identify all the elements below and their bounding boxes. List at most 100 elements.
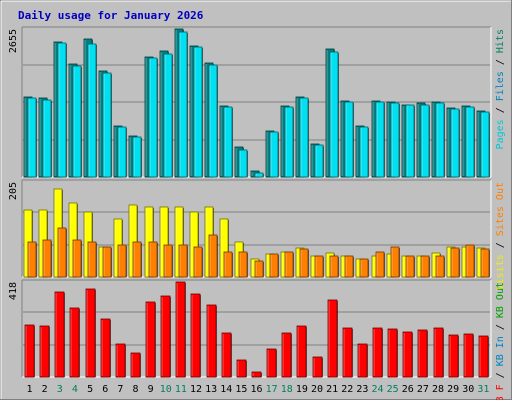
bar-pages-day-13 — [208, 64, 218, 178]
bar-kb-f-day-20 — [312, 356, 323, 378]
bar-sites-day-3 — [57, 227, 67, 278]
panel-1: 2655 Pages / Files / Hits — [8, 26, 506, 178]
x-tick-label: 18 — [281, 384, 293, 395]
x-tick-label: 29 — [447, 384, 459, 395]
bar-sites-day-28 — [435, 255, 445, 278]
bar-sites-day-19 — [299, 248, 309, 278]
bar-sites-day-13 — [208, 234, 218, 278]
bar-kb-f-day-8 — [130, 352, 141, 378]
bar-pages-day-29 — [450, 108, 460, 178]
x-tick-label: 2 — [42, 384, 48, 395]
x-tick-label: 7 — [117, 384, 123, 395]
bar-sites-day-8 — [132, 241, 142, 278]
y-max-label: 205 — [8, 182, 19, 200]
bar-kb-f-day-6 — [100, 318, 111, 378]
x-tick-label: 4 — [72, 384, 78, 395]
bar-kb-f-day-3 — [54, 291, 65, 378]
bar-pages-day-27 — [420, 104, 430, 178]
y-max-label: 418 — [8, 282, 19, 300]
bar-pages-day-8 — [132, 136, 142, 178]
bar-sites-day-2 — [42, 239, 52, 278]
bar-kb-f-day-17 — [266, 348, 277, 378]
x-tick-label: 21 — [326, 384, 338, 395]
bar-sites-day-20 — [314, 255, 324, 278]
bar-kb-f-day-21 — [327, 299, 338, 378]
bar-sites-day-31 — [480, 248, 490, 278]
bar-sites-day-1 — [27, 241, 37, 278]
x-tick-label: 24 — [372, 384, 384, 395]
bar-sites-day-15 — [238, 251, 248, 278]
bar-sites-day-21 — [329, 255, 339, 278]
bar-pages-day-30 — [465, 106, 475, 178]
x-tick-label: 26 — [402, 384, 414, 395]
bar-kb-f-day-30 — [463, 333, 474, 378]
bar-kb-f-day-4 — [69, 307, 80, 378]
x-tick-label: 11 — [175, 384, 187, 395]
bar-kb-f-day-2 — [39, 325, 50, 378]
bar-kb-f-day-31 — [478, 335, 489, 378]
bar-kb-f-day-10 — [160, 295, 171, 378]
bar-kb-f-day-9 — [145, 301, 156, 378]
bar-pages-day-6 — [102, 72, 112, 178]
x-tick-label: 12 — [190, 384, 202, 395]
bar-kb-f-day-16 — [251, 371, 262, 378]
y-max-label: 2655 — [8, 29, 19, 53]
bar-pages-day-20 — [314, 144, 324, 178]
bar-sites-day-24 — [375, 251, 385, 278]
series-legend-label: Pages / Files / Hits — [495, 29, 506, 149]
bar-pages-day-15 — [238, 149, 248, 178]
bar-pages-day-7 — [117, 126, 127, 178]
x-tick-label: 14 — [220, 384, 232, 395]
bar-sites-day-29 — [450, 247, 460, 278]
bar-pages-day-14 — [223, 106, 233, 178]
bar-pages-day-31 — [480, 111, 490, 178]
bar-pages-day-24 — [375, 101, 385, 178]
bar-kb-f-day-27 — [417, 329, 428, 378]
bar-sites-day-11 — [178, 244, 188, 278]
bar-sites-day-18 — [284, 251, 294, 278]
x-tick-label: 31 — [477, 384, 489, 395]
bar-pages-day-26 — [405, 104, 415, 178]
bar-pages-day-1 — [27, 97, 37, 178]
bar-pages-day-28 — [435, 102, 445, 178]
bar-kb-f-day-18 — [281, 332, 292, 378]
x-tick-label: 16 — [250, 384, 262, 395]
x-tick-label: 6 — [102, 384, 108, 395]
bar-pages-day-4 — [72, 65, 82, 178]
x-tick-label: 9 — [148, 384, 154, 395]
x-tick-label: 30 — [462, 384, 474, 395]
bar-kb-f-day-11 — [175, 281, 186, 378]
bar-kb-f-day-24 — [372, 327, 383, 378]
bar-pages-day-18 — [284, 106, 294, 178]
bar-kb-f-day-13 — [206, 304, 217, 378]
x-tick-label: 8 — [132, 384, 138, 395]
x-tick-label: 15 — [235, 384, 247, 395]
bar-kb-f-day-7 — [115, 343, 126, 378]
x-tick-label: 19 — [296, 384, 308, 395]
x-tick-label: 20 — [311, 384, 323, 395]
bar-sites-day-6 — [102, 246, 112, 278]
bar-pages-day-11 — [178, 31, 188, 178]
bar-sites-day-9 — [148, 241, 158, 278]
bar-pages-day-9 — [148, 57, 158, 178]
bar-sites-day-30 — [465, 244, 475, 278]
bar-pages-day-25 — [390, 102, 400, 178]
bar-kb-f-day-5 — [85, 288, 96, 378]
bar-kb-f-day-12 — [190, 293, 201, 378]
x-tick-label: 28 — [432, 384, 444, 395]
bar-pages-day-23 — [359, 126, 369, 178]
x-tick-label: 17 — [266, 384, 278, 395]
bar-sites-day-23 — [359, 258, 369, 278]
bar-kb-f-day-28 — [433, 327, 444, 378]
x-tick-label: 22 — [341, 384, 353, 395]
x-tick-label: 13 — [205, 384, 217, 395]
chart-title: Daily usage for January 2026 — [18, 9, 204, 22]
bar-kb-f-day-26 — [402, 331, 413, 378]
bar-sites-day-4 — [72, 239, 82, 278]
bar-kb-f-day-29 — [448, 334, 459, 378]
bar-pages-day-22 — [344, 101, 354, 178]
bar-pages-day-2 — [42, 99, 52, 178]
bar-kb-f-day-19 — [296, 325, 307, 378]
series-legend-label: KB F / KB In / KB Out — [495, 282, 506, 400]
